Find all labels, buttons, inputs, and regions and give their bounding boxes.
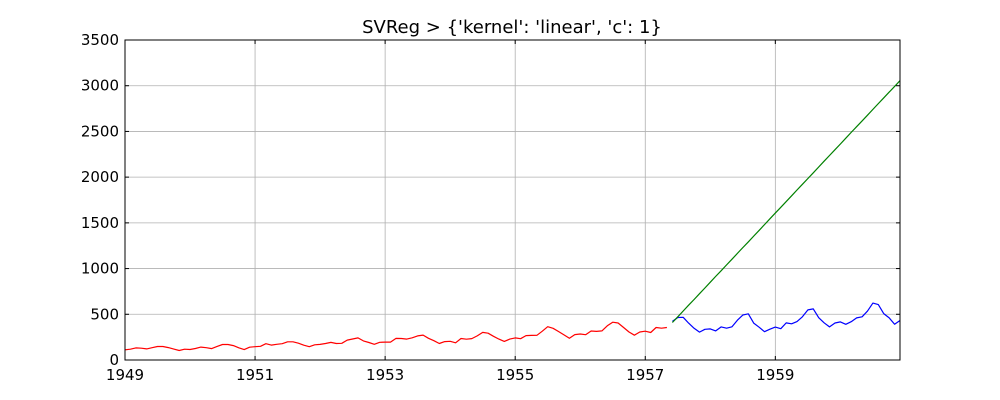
series-blue-line xyxy=(672,302,901,333)
x-tick-label: 1949 xyxy=(106,366,144,384)
series-red-line xyxy=(124,321,667,352)
y-tick-label: 3000 xyxy=(81,77,119,95)
y-tick-label: 500 xyxy=(90,305,119,323)
plot-frame xyxy=(124,39,901,361)
series-lines xyxy=(124,80,901,352)
y-tick-label: 2500 xyxy=(81,122,119,140)
y-tick-label: 0 xyxy=(109,351,119,369)
y-tick-label: 1000 xyxy=(81,260,119,278)
x-tick-label: 1959 xyxy=(756,366,794,384)
x-tick-label: 1953 xyxy=(366,366,404,384)
chart-title: SVReg > {'kernel': 'linear', 'c': 1} xyxy=(362,17,662,38)
y-tick-label: 1500 xyxy=(81,214,119,232)
x-axis-tick-labels: 1949 1951 1953 1955 1957 1959 xyxy=(106,366,795,384)
y-axis-tick-labels: 0 500 1000 1500 2000 2500 3000 3500 xyxy=(81,31,119,369)
y-tick-label: 3500 xyxy=(81,31,119,49)
x-tick-label: 1957 xyxy=(626,366,664,384)
grid-lines xyxy=(124,39,900,361)
x-tick-label: 1955 xyxy=(496,366,534,384)
axis-ticks xyxy=(124,39,900,361)
x-tick-label: 1951 xyxy=(236,366,274,384)
y-tick-label: 2000 xyxy=(81,168,119,186)
series-green-line xyxy=(671,80,901,323)
